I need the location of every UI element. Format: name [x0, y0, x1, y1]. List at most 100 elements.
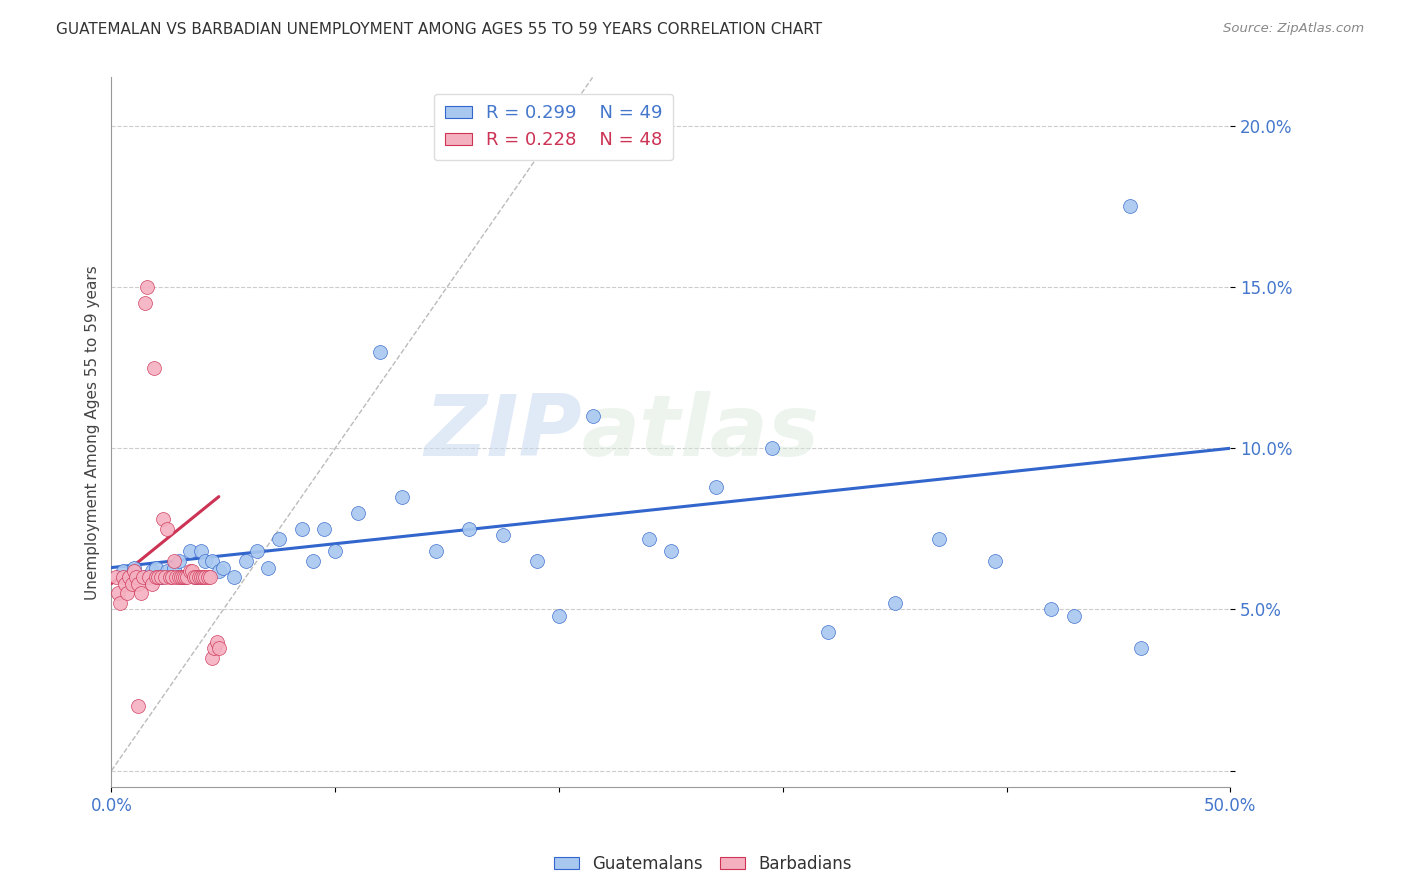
Point: [149, 570, 172, 584]
Point: [257, 560, 280, 574]
Point: [190, 570, 212, 584]
Point: [122, 564, 145, 578]
Text: ZIP: ZIP: [423, 391, 581, 474]
Point: [194, 554, 217, 568]
Point: [368, 344, 391, 359]
Point: [659, 544, 682, 558]
Point: [202, 641, 225, 656]
Point: [183, 570, 205, 584]
Point: [492, 528, 515, 542]
Point: [127, 699, 149, 714]
Text: atlas: atlas: [581, 391, 820, 474]
Point: [581, 409, 603, 423]
Point: [198, 570, 221, 584]
Point: [138, 570, 160, 584]
Point: [186, 570, 208, 584]
Point: [883, 596, 905, 610]
Point: [159, 570, 181, 584]
Point: [1129, 641, 1152, 656]
Point: [526, 554, 548, 568]
Point: [167, 554, 190, 568]
Point: [194, 570, 217, 584]
Point: [176, 570, 198, 584]
Point: [160, 570, 183, 584]
Point: [323, 544, 346, 558]
Point: [1118, 199, 1140, 213]
Point: [110, 596, 132, 610]
Point: [127, 576, 149, 591]
Point: [1063, 609, 1085, 624]
Point: [191, 570, 214, 584]
Point: [928, 532, 950, 546]
Point: [129, 586, 152, 600]
Point: [817, 625, 839, 640]
Point: [391, 490, 413, 504]
Legend: R = 0.299    N = 49, R = 0.228    N = 48: R = 0.299 N = 49, R = 0.228 N = 48: [433, 94, 673, 161]
Point: [141, 564, 163, 578]
Point: [269, 532, 291, 546]
Point: [111, 570, 134, 584]
Text: Source: ZipAtlas.com: Source: ZipAtlas.com: [1223, 22, 1364, 36]
Point: [136, 280, 159, 294]
Point: [132, 570, 155, 584]
Point: [181, 564, 204, 578]
Point: [1040, 602, 1063, 616]
Text: GUATEMALAN VS BARBADIAN UNEMPLOYMENT AMONG AGES 55 TO 59 YEARS CORRELATION CHART: GUATEMALAN VS BARBADIAN UNEMPLOYMENT AMO…: [56, 22, 823, 37]
Point: [187, 570, 209, 584]
Point: [111, 564, 134, 578]
Point: [201, 651, 224, 665]
Point: [704, 480, 727, 494]
Point: [984, 554, 1007, 568]
Point: [107, 586, 129, 600]
Point: [163, 560, 186, 574]
Y-axis label: Unemployment Among Ages 55 to 59 years: Unemployment Among Ages 55 to 59 years: [86, 265, 100, 599]
Point: [163, 554, 186, 568]
Point: [172, 570, 194, 584]
Point: [153, 570, 176, 584]
Point: [121, 576, 143, 591]
Point: [172, 570, 194, 584]
Point: [145, 570, 167, 584]
Point: [134, 296, 156, 310]
Point: [246, 544, 269, 558]
Point: [122, 560, 145, 574]
Point: [235, 554, 257, 568]
Point: [346, 506, 368, 520]
Point: [114, 576, 136, 591]
Point: [170, 570, 193, 584]
Point: [152, 512, 174, 526]
Point: [205, 634, 228, 648]
Point: [179, 564, 201, 578]
Point: [186, 570, 208, 584]
Point: [548, 609, 571, 624]
Point: [174, 570, 197, 584]
Point: [212, 560, 235, 574]
Point: [761, 442, 783, 456]
Point: [208, 641, 231, 656]
Point: [142, 360, 165, 375]
Point: [141, 576, 163, 591]
Point: [167, 570, 190, 584]
Point: [179, 544, 201, 558]
Point: [165, 570, 187, 584]
Point: [425, 544, 447, 558]
Point: [208, 564, 231, 578]
Point: [156, 564, 179, 578]
Point: [127, 570, 149, 584]
Point: [118, 570, 141, 584]
Point: [312, 522, 335, 536]
Point: [637, 532, 659, 546]
Point: [458, 522, 481, 536]
Point: [125, 570, 148, 584]
Point: [197, 570, 219, 584]
Point: [148, 570, 170, 584]
Point: [301, 554, 323, 568]
Point: [201, 554, 224, 568]
Point: [224, 570, 246, 584]
Point: [104, 570, 127, 584]
Point: [118, 570, 141, 584]
Point: [115, 586, 138, 600]
Point: [145, 560, 167, 574]
Point: [149, 570, 172, 584]
Point: [291, 522, 314, 536]
